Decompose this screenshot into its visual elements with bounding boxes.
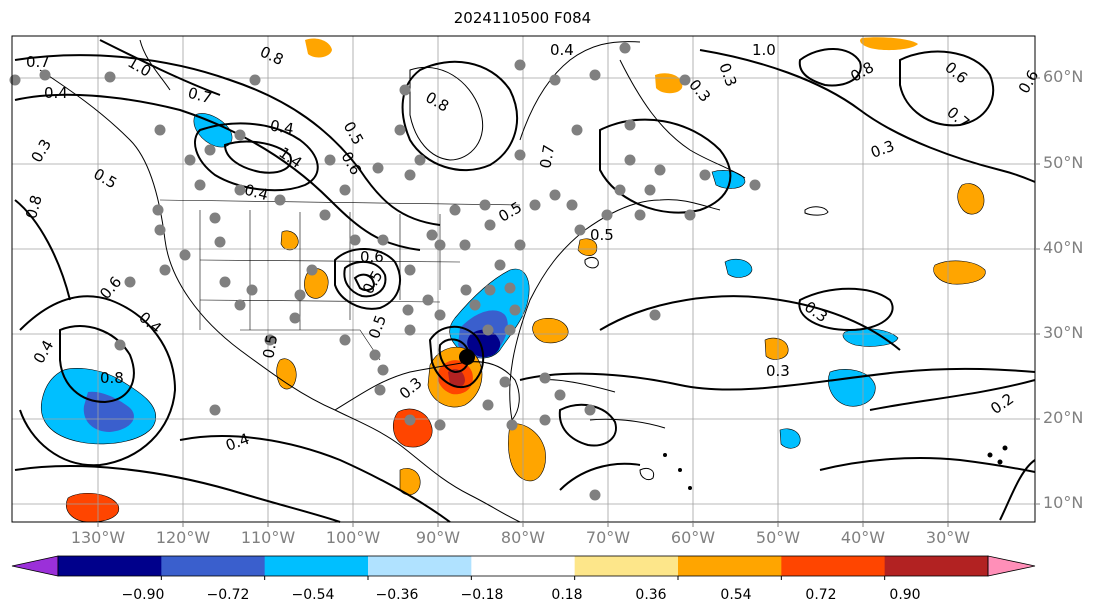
contour-label: 0.7 <box>26 53 50 71</box>
colorbar-tick-label: −0.72 <box>206 587 250 603</box>
colorbar-segment <box>574 556 679 576</box>
lon-label-80w: 80°W <box>500 528 546 547</box>
positive-anomaly-patch <box>280 230 299 251</box>
lon-label-70w: 70°W <box>585 528 631 547</box>
positive-anomaly-patch <box>305 38 332 58</box>
lon-label-100w: 100°W <box>325 528 381 547</box>
positive-anomaly-patch <box>764 337 789 360</box>
axis-ticks <box>97 77 1040 527</box>
contour-label: 0.5 <box>259 333 281 360</box>
minor-outlines <box>584 206 1008 490</box>
lon-label-130w: 130°W <box>70 528 126 547</box>
colorbar-segment <box>264 556 369 576</box>
colorbar-tick-label: −0.54 <box>291 587 335 603</box>
contour-label: 0.4 <box>242 181 270 205</box>
positive-anomaly-patch <box>508 423 546 482</box>
contour-label: 0.6 <box>360 248 384 266</box>
colorbar-tick-label: 0.18 <box>551 587 583 603</box>
positive-anomaly-patch <box>276 358 297 390</box>
colorbar-segment <box>58 556 162 576</box>
contour-label: 0.4 <box>44 84 68 102</box>
lon-label-60w: 60°W <box>670 528 716 547</box>
colorbar <box>11 555 1036 580</box>
contour-label: 0.4 <box>269 116 296 138</box>
gridlines <box>12 36 1035 522</box>
station-dots <box>9 42 761 501</box>
positive-anomaly-patch <box>66 492 120 523</box>
map-title: 2024110500 F084 <box>453 9 592 27</box>
lon-label-40w: 40°W <box>840 528 886 547</box>
negative-anomaly-patch <box>724 258 753 278</box>
colorbar-tick-label: 0.54 <box>720 587 752 603</box>
colorbar-tick-label: 0.72 <box>805 587 837 603</box>
contour-label: 0.4 <box>550 41 574 59</box>
lat-label-10n: 10°N <box>1043 493 1084 512</box>
colorbar-tick-label: 0.90 <box>889 587 921 603</box>
colorbar-tick-label: 0.36 <box>635 587 667 603</box>
storm-center <box>459 349 475 365</box>
contour-label: 1.0 <box>752 41 776 59</box>
positive-anomaly-patch <box>399 468 421 496</box>
positive-anomaly-patch <box>933 260 986 285</box>
colorbar-segment <box>161 556 266 576</box>
positive-anomaly-patch <box>304 268 329 299</box>
contour-label: 0.8 <box>100 369 124 387</box>
lat-label-50n: 50°N <box>1043 153 1084 172</box>
positive-anomaly-patch <box>860 37 918 51</box>
lat-label-30n: 30°N <box>1043 323 1084 342</box>
colorbar-segment <box>368 556 472 576</box>
positive-anomaly-patch <box>577 238 598 256</box>
lon-label-30w: 30°W <box>925 528 971 547</box>
colorbar-border <box>57 555 989 577</box>
colorbar-tick-label: −0.36 <box>375 587 419 603</box>
contour-label: 0.8 <box>22 193 46 221</box>
positive-anomaly-peak <box>448 369 465 388</box>
colorbar-segment <box>884 556 989 576</box>
colorbar-extend-low <box>11 555 59 577</box>
negative-anomaly-patch <box>842 328 899 347</box>
colorbar-segment <box>781 556 886 576</box>
colorbar-segment <box>678 556 782 576</box>
positive-anomaly-patch <box>392 408 433 448</box>
negative-anomaly-patch <box>779 428 801 449</box>
lat-label-60n: 60°N <box>1043 67 1084 86</box>
colorbar-segment <box>471 556 576 576</box>
contour-label: 0.7 <box>536 143 558 170</box>
colorbar-tick-label: −0.18 <box>460 587 504 603</box>
colorbar-tick-label: −0.90 <box>121 587 165 603</box>
contour-label: 0.3 <box>766 362 790 380</box>
lat-label-40n: 40°N <box>1043 238 1084 257</box>
lon-label-90w: 90°W <box>415 528 461 547</box>
contour-label: 0.5 <box>590 226 614 244</box>
lon-label-120w: 120°W <box>155 528 211 547</box>
contour-label: 0.7 <box>186 84 214 108</box>
lon-label-110w: 110°W <box>240 528 296 547</box>
lon-label-50w: 50°W <box>755 528 801 547</box>
contour-lines <box>14 39 1036 523</box>
colorbar-extend-high <box>987 555 1036 577</box>
positive-anomaly-patch <box>957 183 985 215</box>
negative-anomaly-patch <box>711 170 746 189</box>
lat-label-20n: 20°N <box>1043 408 1084 427</box>
positive-anomaly-patch <box>532 317 569 344</box>
